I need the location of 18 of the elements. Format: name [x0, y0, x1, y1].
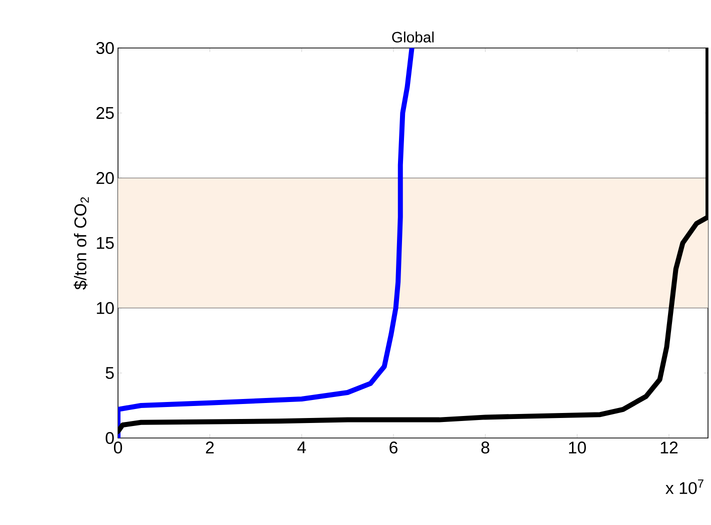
- x-tick-label: 6: [390, 442, 398, 454]
- y-tick-label: 20: [96, 172, 114, 184]
- y-tick-label: 10: [96, 302, 114, 314]
- y-tick-label: 0: [106, 432, 114, 444]
- y-tick-label: 30: [96, 42, 114, 54]
- line-series: [118, 48, 414, 438]
- chart-title: Global: [392, 32, 434, 42]
- x-tick-label: 0: [114, 442, 122, 454]
- x-tick-label: 2: [206, 442, 214, 454]
- x-tick-label: 12: [660, 442, 678, 454]
- x-tick-label: 8: [481, 442, 490, 454]
- y-tick-label: 25: [96, 107, 114, 119]
- x-tick-label: 10: [569, 442, 586, 454]
- y-tick-label: 15: [96, 237, 114, 249]
- y-axis-title: $/ton of CO$_{2}$: [74, 197, 89, 290]
- x-tick-label: 4: [297, 442, 306, 454]
- text: x 10$^{7}$: [666, 480, 704, 494]
- y-tick-label: 5: [106, 367, 114, 379]
